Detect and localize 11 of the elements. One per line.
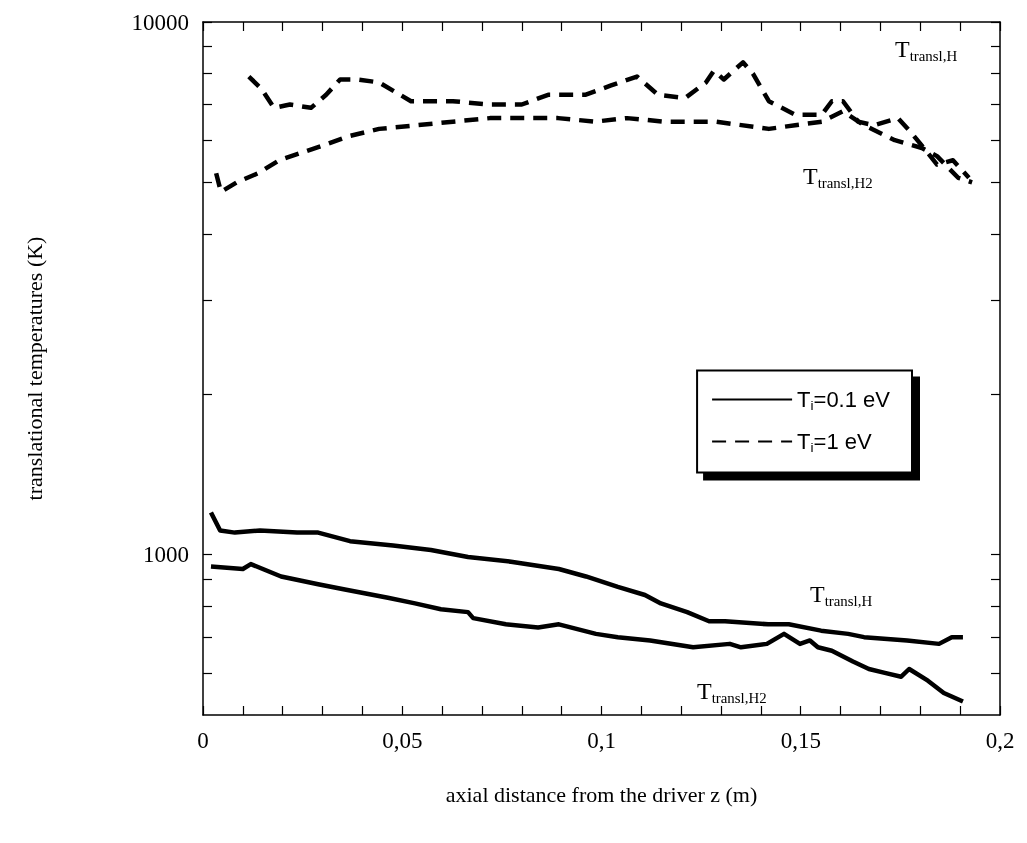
x-tick-label: 0,1 bbox=[587, 728, 616, 753]
x-tick-label: 0,2 bbox=[985, 728, 1015, 753]
x-axis-title: axial distance from the driver z (m) bbox=[445, 781, 758, 807]
y-tick-label: 10000 bbox=[131, 9, 189, 35]
y-tick-label: 1000 bbox=[143, 542, 189, 568]
line-series bbox=[208, 561, 966, 704]
x-tick-label: 0,05 bbox=[382, 728, 423, 753]
x-tick-label: 0,15 bbox=[780, 728, 821, 753]
y-axis-title: translational temperatures (K) bbox=[21, 236, 47, 501]
x-tick-label: 0 bbox=[197, 728, 209, 753]
line-series bbox=[208, 510, 966, 647]
